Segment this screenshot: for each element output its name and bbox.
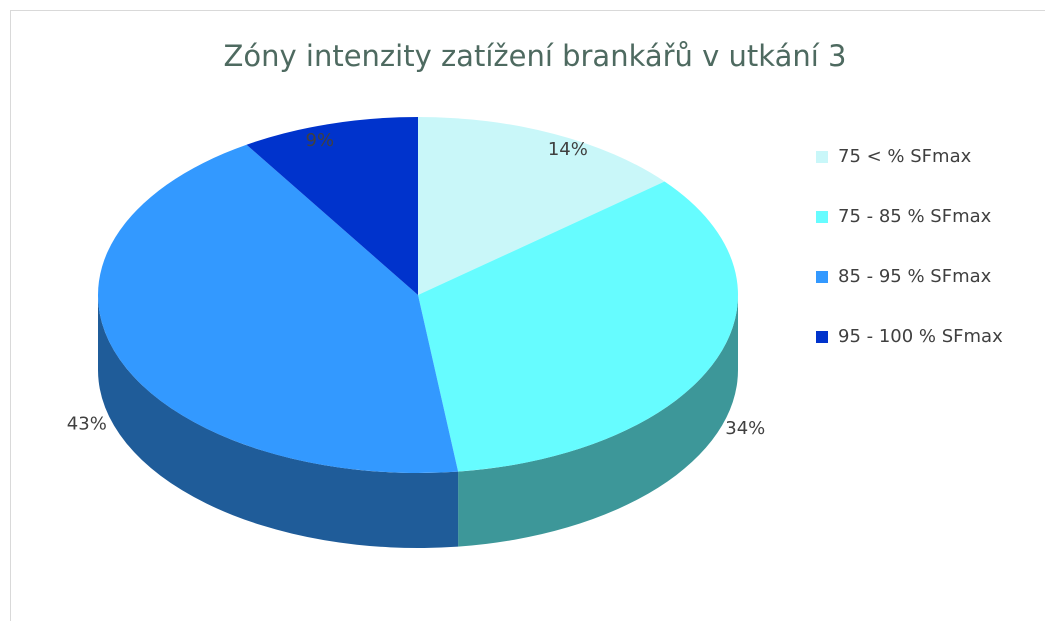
- data-label: 34%: [725, 418, 765, 439]
- legend-label: 85 - 95 % SFmax: [838, 266, 992, 287]
- legend-label: 75 - 85 % SFmax: [838, 206, 992, 227]
- legend-swatch: [816, 271, 828, 283]
- legend-label: 95 - 100 % SFmax: [838, 326, 1003, 347]
- data-label: 43%: [67, 413, 107, 434]
- data-label: 9%: [306, 130, 335, 151]
- data-label: 14%: [548, 139, 588, 160]
- chart-title: Zóny intenzity zatížení brankářů v utkán…: [224, 39, 847, 73]
- legend-swatch: [816, 331, 828, 343]
- legend-swatch: [816, 211, 828, 223]
- legend-swatch: [816, 151, 828, 163]
- legend-label: 75 < % SFmax: [838, 146, 972, 167]
